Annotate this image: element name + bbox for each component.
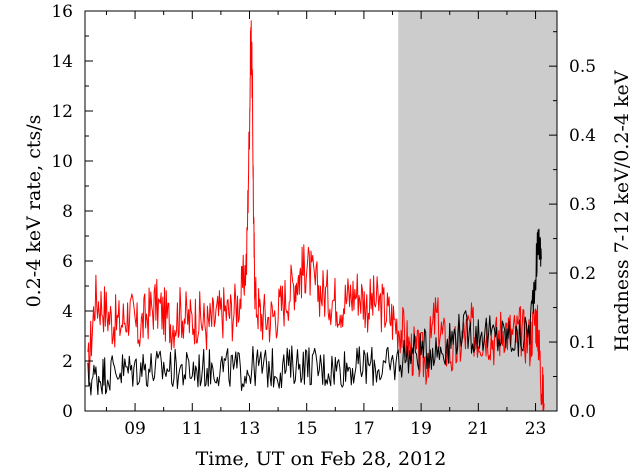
y-right-tick-label: 0.2 xyxy=(569,264,596,284)
x-axis-label: Time, UT on Feb 28, 2012 xyxy=(196,448,447,470)
x-tick-label: 17 xyxy=(353,419,375,439)
x-tick-label: 11 xyxy=(181,419,203,439)
x-tick-label: 23 xyxy=(525,419,547,439)
series-line-hardness xyxy=(87,228,542,396)
x-tick-label: 13 xyxy=(239,419,261,439)
y-tick-label: 14 xyxy=(51,52,73,72)
x-tick-label: 19 xyxy=(410,419,432,439)
y-right-tick-label: 0.4 xyxy=(569,126,596,146)
y-axis-label: 0.2-4 keV rate, cts/s xyxy=(23,115,45,308)
x-tick-label: 09 xyxy=(124,419,146,439)
y-tick-label: 2 xyxy=(62,352,73,372)
y-tick-label: 6 xyxy=(62,252,73,272)
y-tick-label: 12 xyxy=(51,102,73,122)
y-right-tick-label: 0.3 xyxy=(569,195,596,215)
y-right-tick-label: 0.5 xyxy=(569,57,596,77)
y-right-tick-label: 0.1 xyxy=(569,333,596,353)
y-right-axis-label: Hardness 7-12 keV/0.2-4 keV xyxy=(611,70,633,351)
x-tick-label: 15 xyxy=(296,419,318,439)
y-tick-label: 4 xyxy=(62,302,73,322)
x-tick-label: 21 xyxy=(468,419,490,439)
y-right-tick-label: 0.0 xyxy=(569,402,596,422)
y-tick-label: 10 xyxy=(51,152,73,172)
y-tick-label: 8 xyxy=(62,202,73,222)
series-layer xyxy=(87,20,545,412)
y-tick-label: 0 xyxy=(62,402,73,422)
ticks-layer: 09 11 13 15 17 19 21 23 0 2 4 6 8 10 12 14 16 0.0 0.1 0.2 0.… xyxy=(51,2,596,439)
y-tick-label: 16 xyxy=(51,2,73,22)
